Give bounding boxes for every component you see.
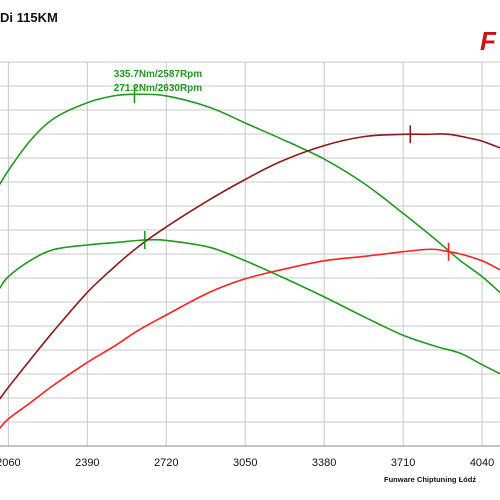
x-tick-label: 2060 bbox=[0, 457, 21, 469]
x-tick-label: 3050 bbox=[233, 457, 257, 469]
series-line-torque-tuned bbox=[0, 93, 500, 294]
x-tick-label: 2390 bbox=[75, 457, 99, 469]
x-tick-label: 3710 bbox=[391, 457, 415, 469]
x-tick-label: 3380 bbox=[312, 457, 336, 469]
logo-letter: F bbox=[480, 26, 497, 56]
footer-text: Funware Chiptuning Łódź bbox=[384, 475, 477, 484]
x-tick-label: 2720 bbox=[154, 457, 178, 469]
peak-annotation: 335.7Nm/2587Rpm bbox=[114, 69, 202, 80]
series-line-power-tuned bbox=[0, 133, 500, 400]
series-line-power-stock bbox=[0, 248, 500, 429]
chart-title: Di 115KM bbox=[0, 10, 58, 25]
x-tick-label: 4040 bbox=[470, 457, 494, 469]
peak-annotation: 271.2Nm/2630Rpm bbox=[114, 83, 202, 94]
funware-logo: F bbox=[480, 26, 497, 56]
series-line-torque-stock bbox=[0, 238, 500, 375]
